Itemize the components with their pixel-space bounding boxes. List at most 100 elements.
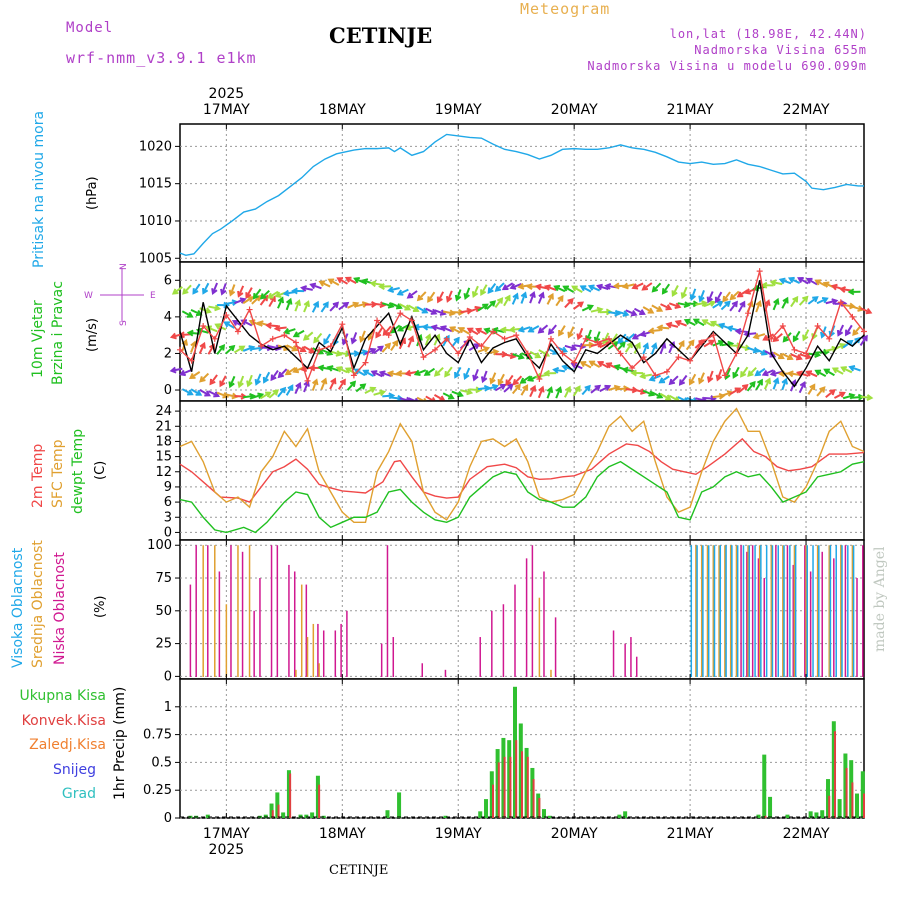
wind-arrow-head xyxy=(247,296,255,303)
wind-arrow-head xyxy=(797,276,804,283)
y-tick-label: 0.75 xyxy=(143,728,172,743)
gust-marker xyxy=(443,335,450,342)
y-tick-label: 4 xyxy=(164,310,172,325)
gust-marker xyxy=(501,335,508,342)
wind-arrow-head xyxy=(463,293,470,300)
wind-arrow-head xyxy=(729,293,736,301)
wind-arrow-head xyxy=(579,285,587,292)
wind-arrow-head xyxy=(537,327,545,334)
wind-arrow-head xyxy=(248,345,256,352)
temp-label-dewpt: dewpt Temp xyxy=(70,429,86,514)
top-date-axis: 17MAY 18MAY 19MAY 20MAY 21MAY 22MAY 2025 xyxy=(203,86,830,118)
wind-arrow-head xyxy=(182,288,189,295)
wind-arrow-head xyxy=(749,380,756,388)
wind-arrow-head xyxy=(412,306,420,312)
wind-arrow-head xyxy=(330,377,337,385)
wind-arrow-head xyxy=(747,370,754,377)
wind-arrow-head xyxy=(734,327,742,335)
precip-bar xyxy=(845,767,848,818)
bottom-date-label: 20MAY xyxy=(551,826,598,842)
wind-arrow-head xyxy=(698,295,705,303)
precip-bar xyxy=(764,815,767,818)
wind-arrow-head xyxy=(272,389,279,396)
wind-arrow-head xyxy=(231,319,239,326)
wind-arrow-head xyxy=(303,300,310,307)
wind-arrow-head xyxy=(292,331,300,338)
wind-arrow-head xyxy=(594,384,602,391)
y-tick-label: 25 xyxy=(155,637,172,652)
wind-arrow-head xyxy=(782,336,789,343)
precip-bar xyxy=(532,779,535,818)
wind-arrow-head xyxy=(285,297,293,305)
gust-marker xyxy=(420,354,427,361)
wind-arrow-head xyxy=(802,334,809,342)
wind-arrow-head xyxy=(169,332,177,340)
wind-arrow-head xyxy=(505,379,512,387)
gust-marker xyxy=(617,350,624,357)
y-tick-label: 50 xyxy=(155,604,172,619)
gust-marker xyxy=(339,321,346,328)
wind-arrow-head xyxy=(466,388,474,396)
wind-arrow-head xyxy=(507,383,514,390)
wind-arrow-head xyxy=(787,276,795,284)
wind-arrow-head xyxy=(350,337,357,345)
wind-arrow-head xyxy=(642,342,650,350)
wind-arrow-head xyxy=(211,288,218,296)
wind-arrow-head xyxy=(861,334,868,342)
wind-arrow-head xyxy=(291,287,298,295)
precip-bar xyxy=(524,747,529,818)
precip-bar xyxy=(843,753,848,818)
wind-arrow-head xyxy=(854,336,861,344)
gust-marker xyxy=(629,365,636,372)
wind-arrow-head xyxy=(379,389,387,397)
gust-marker xyxy=(432,346,439,353)
wind-arrow-head xyxy=(552,366,560,374)
precip-bar xyxy=(828,795,831,818)
precip-bar xyxy=(518,723,523,818)
gust-marker xyxy=(385,332,392,339)
wind-arrow-head xyxy=(228,381,235,389)
bottom-date-axis: 17MAY 18MAY 19MAY 20MAY 21MAY 22MAY 2025 xyxy=(203,826,830,858)
wind-arrow-head xyxy=(761,369,769,377)
y-tick-label: 0 xyxy=(164,811,172,826)
wind-arrow-head xyxy=(445,295,453,303)
precip-bar xyxy=(277,804,280,818)
pressure-unit: (hPa) xyxy=(85,176,100,210)
wind-arrow-head xyxy=(387,302,395,309)
wind-arrow-head xyxy=(214,323,222,330)
wind-arrow-head xyxy=(647,327,655,335)
wind-arrow-head xyxy=(265,391,272,398)
wind-arrow-head xyxy=(322,301,329,308)
wind-arrow-head xyxy=(457,390,464,398)
precip-bar xyxy=(304,814,309,818)
wind-arrow-head xyxy=(475,386,483,394)
wind-arrow-head xyxy=(246,380,253,388)
wind-arrow-head xyxy=(562,285,570,292)
wind-arrow-head xyxy=(647,307,655,314)
wind-arrow-head xyxy=(605,362,613,369)
wind-arrow-head xyxy=(265,322,272,330)
wind-arrow-head xyxy=(762,334,769,341)
precip-bar xyxy=(837,799,842,818)
wind-arrow-head xyxy=(171,288,179,295)
wind-arrow-head xyxy=(219,380,226,388)
wind-arrow-head xyxy=(249,392,257,400)
wind-arrow-head xyxy=(576,333,583,341)
wind-arrow-head xyxy=(839,391,846,398)
wind-arrow-head xyxy=(689,294,697,301)
wind-arrow-head xyxy=(458,327,465,334)
wind-arrow-head xyxy=(706,296,713,304)
wind-arrow-head xyxy=(639,309,646,316)
legend-convective-rain: Konvek.Kisa xyxy=(22,713,106,729)
legend-frozen-rain: Zaledj.Kisa xyxy=(29,737,106,753)
bottom-title: CETINJE xyxy=(329,863,389,878)
precip-legend: Ukupna Kisa Konvek.Kisa Zaledj.Kisa Snij… xyxy=(19,688,106,802)
wind-arrow-head xyxy=(259,293,267,300)
wind-arrow-head xyxy=(326,365,334,372)
wind-arrow-head xyxy=(661,288,668,295)
precip-bar xyxy=(762,754,767,818)
precip-bar xyxy=(513,686,518,818)
wind-arrow-head xyxy=(282,289,290,297)
wind-arrow-head xyxy=(378,370,386,377)
wind-arrow-head xyxy=(517,326,525,333)
